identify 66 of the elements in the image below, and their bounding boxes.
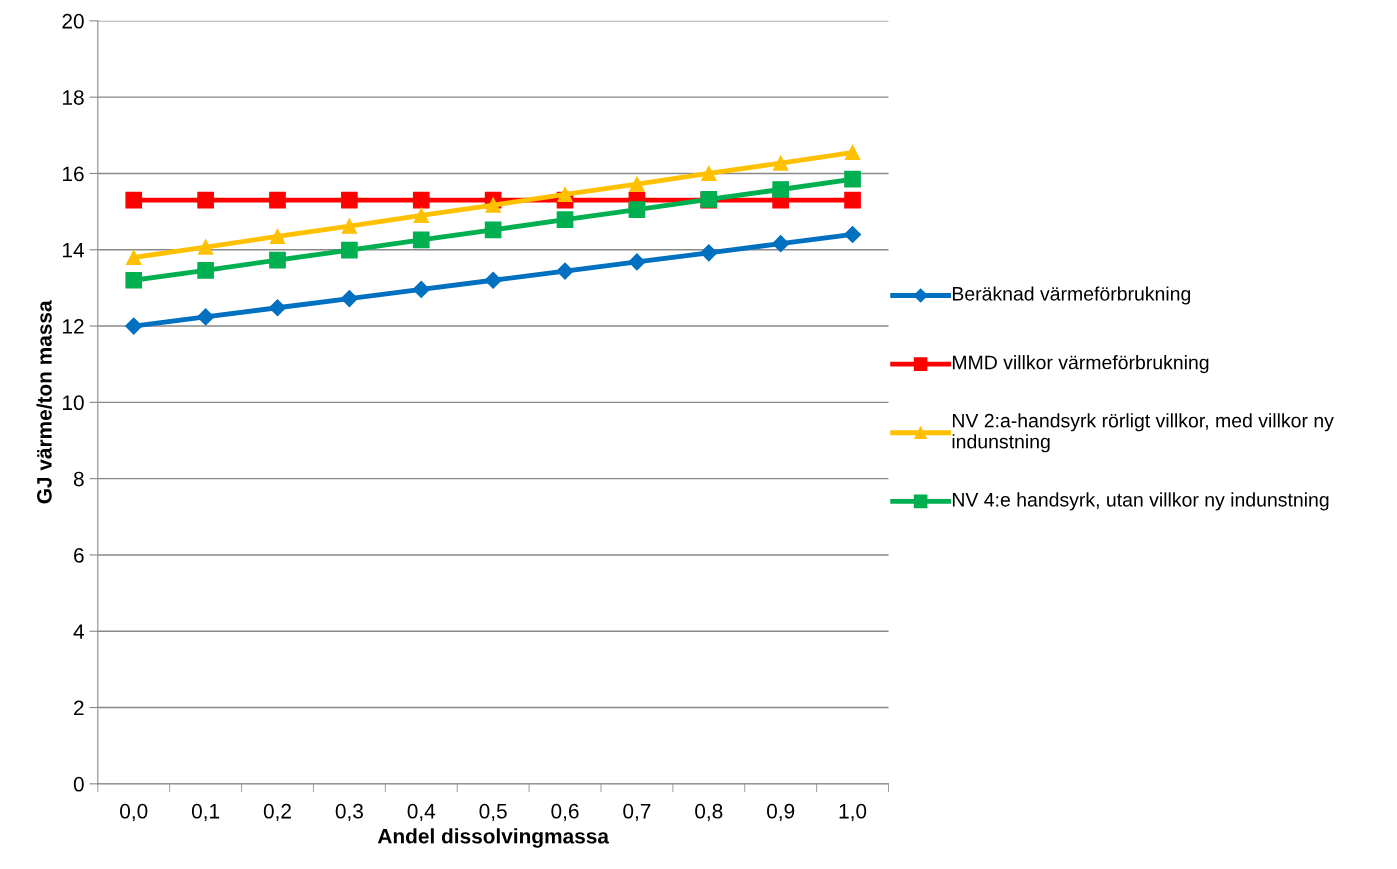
point	[269, 251, 286, 269]
point	[341, 218, 358, 234]
x-tick-label: 0,6	[551, 803, 579, 822]
point	[412, 280, 430, 298]
y-tick-label: 0	[73, 776, 84, 792]
x-tick-label: 0,5	[479, 803, 507, 822]
point	[125, 317, 143, 335]
y-tick-label: 18	[63, 90, 84, 105]
y-tick-label: 14	[63, 242, 84, 258]
y-tick-label: 8	[73, 471, 84, 487]
point	[197, 191, 214, 209]
legend-label: Beräknad värmeförbrukning	[952, 286, 1191, 305]
point	[269, 191, 286, 209]
point	[556, 211, 574, 228]
point	[197, 239, 214, 255]
point	[484, 221, 502, 239]
x-tick-label: 0,0	[120, 803, 148, 822]
point	[772, 181, 790, 198]
y-tick-label: 6	[74, 547, 84, 563]
point	[773, 155, 789, 171]
point	[268, 299, 287, 317]
x-tick-label: 0,4	[407, 803, 436, 822]
point	[340, 290, 358, 308]
legend-label: MMD villkor värmeförbrukning	[952, 355, 1209, 374]
point	[628, 253, 646, 271]
point	[772, 235, 790, 253]
y-tick-label: 16	[63, 166, 84, 182]
x-axis-title: Andel dissolvingmassa	[377, 828, 610, 848]
y-tick-label: 2	[74, 700, 84, 716]
point	[700, 244, 718, 262]
y-tick-label: 20	[62, 13, 84, 29]
x-tick-label: 0,1	[191, 803, 220, 822]
point	[844, 191, 861, 209]
x-tick-label: 0,9	[767, 803, 795, 822]
point	[556, 262, 574, 280]
point	[413, 207, 429, 224]
point	[197, 308, 215, 326]
point	[126, 249, 142, 266]
x-tick-label: 1,0	[839, 803, 867, 822]
point	[412, 231, 430, 249]
legend-label: NV 4:e handsyrk, utan villkor ny indunstning	[952, 492, 1329, 511]
x-tick-label: 0,2	[263, 803, 291, 822]
legend-label: NV 2:a-handsyrk rörligt villkor, med villkor ny indunstning	[952, 413, 1334, 453]
point	[412, 191, 430, 209]
x-tick-label: 0,3	[335, 803, 363, 822]
x-tick-label: 0,8	[695, 803, 723, 822]
point	[197, 262, 214, 279]
point	[628, 201, 646, 219]
point	[557, 186, 573, 203]
point	[485, 197, 501, 213]
y-tick-label: 4	[73, 624, 84, 639]
point	[844, 144, 861, 161]
point	[843, 225, 862, 244]
y-tick-label: 10	[63, 395, 84, 411]
point	[341, 191, 358, 209]
point	[484, 271, 502, 289]
y-tick-label: 12	[63, 319, 84, 334]
point	[629, 176, 645, 192]
y-axis-title: GJ värme/ton massa	[36, 300, 52, 504]
point	[844, 170, 861, 188]
point	[269, 228, 286, 245]
point	[341, 241, 358, 259]
point	[125, 271, 143, 289]
point	[701, 165, 717, 182]
x-tick-label: 0,7	[623, 803, 651, 822]
point	[125, 191, 143, 209]
